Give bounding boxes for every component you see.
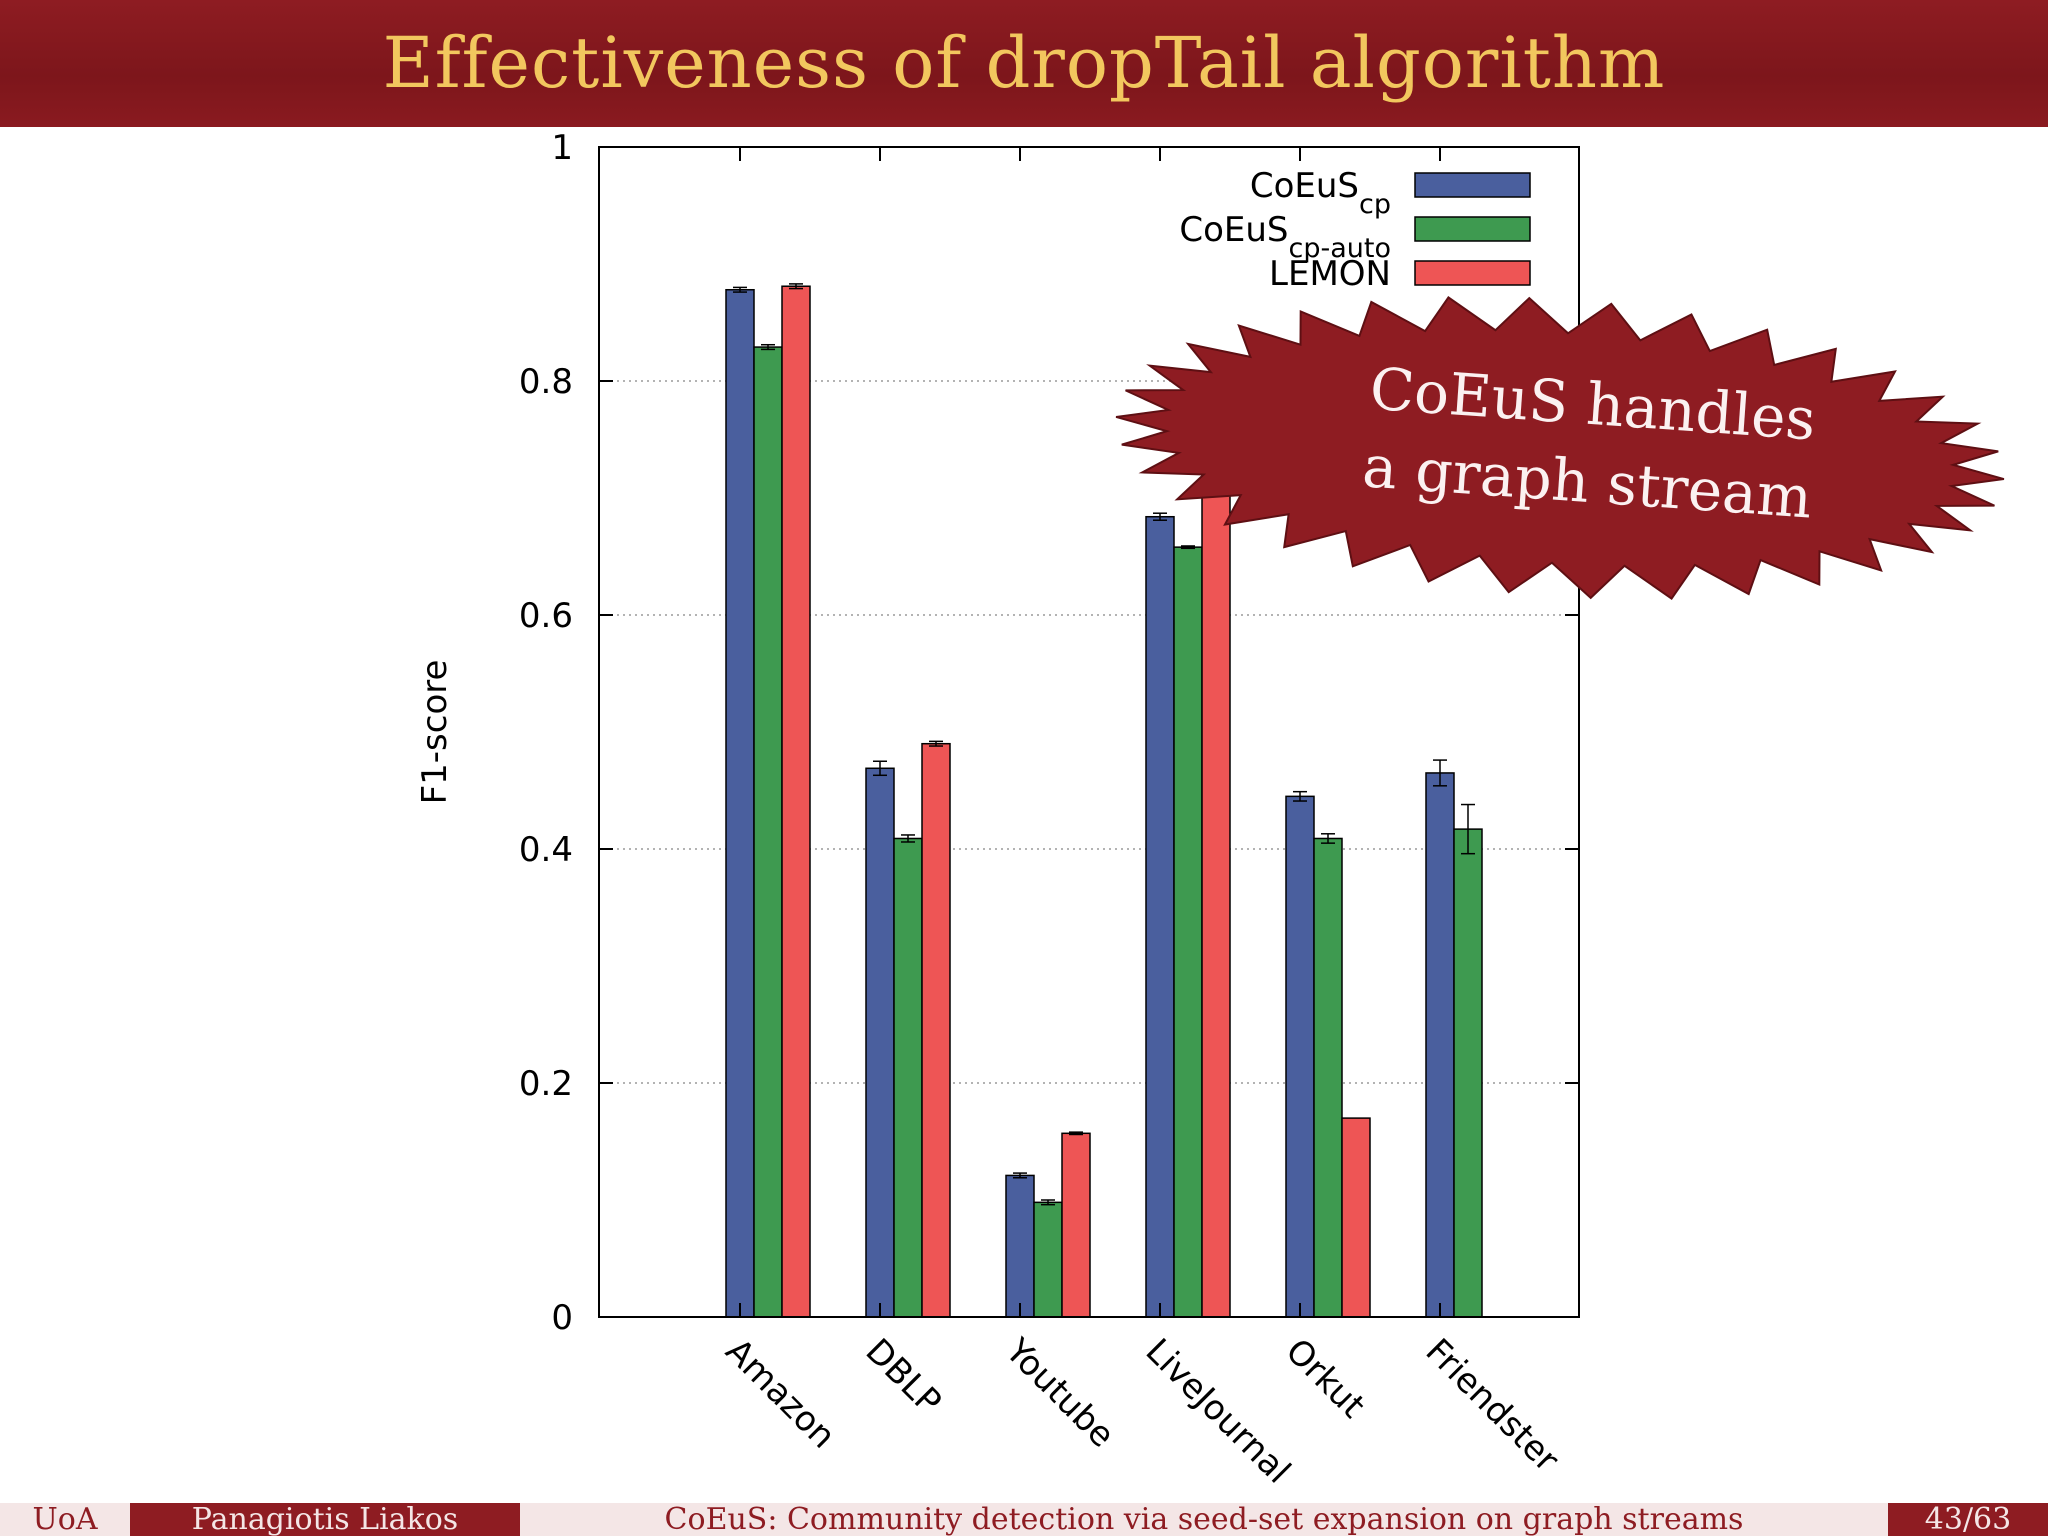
y-tick-label: 0.8 — [519, 362, 573, 402]
bar — [1033, 1201, 1063, 1318]
footer: UoA Panagiotis Liakos CoEuS: Community d… — [0, 1503, 2048, 1536]
title-bar — [0, 0, 2048, 127]
y-tick-label: 1 — [551, 128, 573, 168]
bar — [1425, 772, 1455, 1318]
bar — [893, 837, 923, 1318]
bar — [1201, 415, 1231, 1318]
bar — [1313, 837, 1343, 1318]
bar — [1285, 795, 1315, 1318]
y-tick-label: 0.2 — [519, 1064, 573, 1104]
y-tick-label: 0.6 — [519, 596, 573, 636]
bar — [921, 742, 951, 1318]
bar — [725, 288, 755, 1318]
legend-label: CoEuScp-auto — [1179, 210, 1391, 264]
bar — [781, 285, 811, 1318]
footer-author: Panagiotis Liakos — [130, 1503, 520, 1536]
y-axis-label: F1-score — [415, 660, 455, 805]
legend-swatch — [1414, 260, 1531, 286]
bar — [753, 346, 783, 1318]
bar — [1341, 1117, 1371, 1318]
x-tick-label: Youtube — [997, 1330, 1122, 1455]
x-tick-label: Friendster — [1418, 1331, 1567, 1480]
footer-talk-title: CoEuS: Community detection via seed-set … — [520, 1503, 1888, 1536]
bar — [1173, 546, 1203, 1318]
x-tick-label: LiveJournal — [1138, 1331, 1299, 1492]
y-tick-label: 0 — [551, 1298, 573, 1338]
callout-starburst — [1115, 296, 2005, 600]
plot-frame — [598, 146, 1580, 1318]
bar — [1061, 1132, 1091, 1318]
legend-label: LEMON — [1269, 254, 1391, 294]
legend-swatch — [1414, 216, 1531, 242]
slide-title: Effectiveness of dropTail algorithm — [382, 22, 1666, 104]
y-tick-label: 0.4 — [519, 830, 573, 870]
bar — [1005, 1174, 1035, 1318]
bar — [1453, 828, 1483, 1318]
x-tick-label: DBLP — [858, 1331, 949, 1422]
bar — [1145, 515, 1175, 1318]
legend-swatch — [1414, 172, 1531, 198]
bar — [865, 767, 895, 1318]
footer-institution: UoA — [0, 1503, 130, 1536]
x-tick-label: Amazon — [718, 1331, 843, 1456]
x-tick-label: Orkut — [1278, 1331, 1373, 1426]
footer-page-number: 43/63 — [1888, 1503, 2048, 1536]
legend-label: CoEuScp — [1250, 166, 1391, 220]
